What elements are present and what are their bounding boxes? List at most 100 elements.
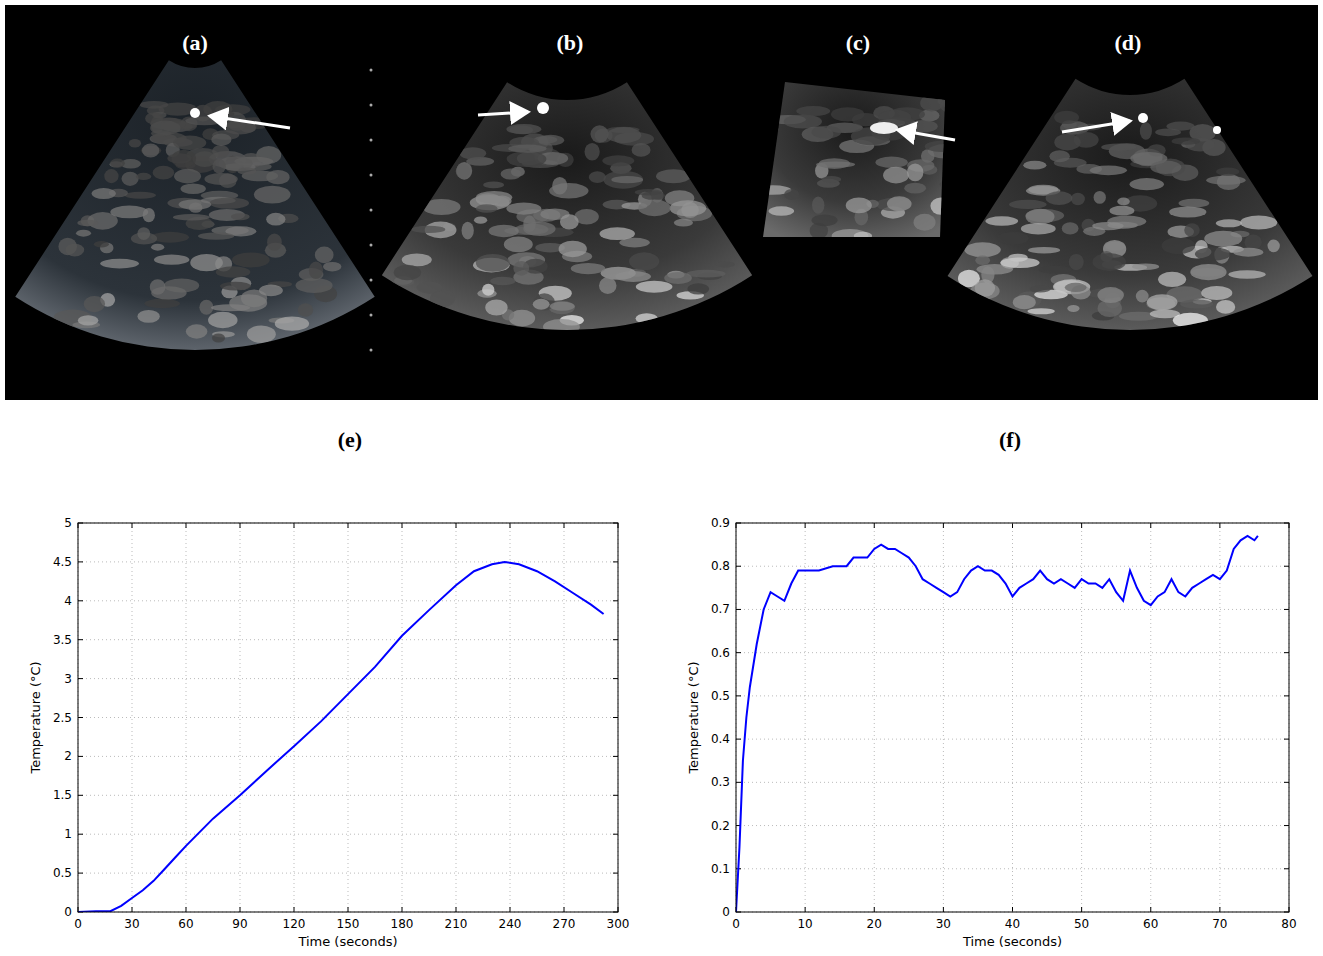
speckle [94,241,109,248]
image-c [702,82,1006,243]
panel-label: (b) [557,30,584,55]
tick-label: 0.6 [711,646,730,660]
speckle [506,203,541,215]
speckle [110,159,125,168]
axis-title: Temperature (°C) [28,661,43,774]
speckle [887,196,912,211]
tick [1219,907,1220,912]
panel-label: (a) [182,30,208,55]
grid-line [1081,523,1082,912]
tick-label: 240 [499,917,522,931]
tick-label: 10 [797,917,812,931]
chart-title: (f) [999,427,1021,452]
grid-line [736,739,1289,740]
speckle [216,266,251,277]
tick [510,523,511,528]
speckle [476,204,498,213]
tick [240,523,241,528]
tick-label: 0.7 [711,602,730,616]
speckle-group [702,93,1006,243]
grid-line [1150,523,1151,912]
tick [78,834,83,835]
tick [736,739,741,740]
speckle [985,216,1018,226]
speckle [482,284,494,296]
speckle [231,213,250,220]
speckle [190,254,223,271]
tick [1150,523,1151,528]
speckle [266,213,285,226]
speckle [1054,111,1079,124]
speckle [1094,191,1106,204]
speckle [208,312,238,329]
speckle [590,125,608,143]
speckle [1028,308,1055,314]
speckle [611,176,643,183]
speckle [1069,254,1084,270]
speckle [1191,268,1224,277]
speckle [1101,143,1136,151]
speckle [747,123,769,132]
tick-label: 0 [74,917,82,931]
tick [943,523,944,528]
speckle [137,310,159,323]
speckle [459,147,486,159]
speckle [1090,166,1127,176]
bright-spot [190,108,200,118]
speckle [1216,168,1239,176]
bright-spot [1138,113,1148,123]
tick [78,600,83,601]
speckle [1021,223,1056,235]
speckle [632,143,651,157]
tick [1284,739,1289,740]
speckle-group [958,111,1280,328]
speckle [744,122,779,137]
speckle [323,262,341,272]
speckle [656,169,691,183]
arrow [478,112,528,115]
tick [613,873,618,874]
speckle [136,173,151,180]
chart-title: (e) [338,427,362,452]
speckle [1204,231,1242,247]
speckle [1162,237,1195,254]
grid-line [736,825,1289,826]
speckle [125,192,156,199]
axis-title: Time (seconds) [962,934,1062,949]
speckle [1071,193,1085,205]
arrow [898,130,955,140]
speckle [153,166,175,180]
tick [805,907,806,912]
tick [613,561,618,562]
tick [1284,868,1289,869]
speckle [144,299,179,309]
tick-label: 90 [232,917,247,931]
speckle [485,299,507,315]
grid-line [456,523,457,912]
speckle [560,214,579,229]
speckle [84,296,105,312]
tick-label: 0.5 [711,689,730,703]
tick [78,717,83,718]
tick-label: 70 [1212,917,1227,931]
speckle [909,120,938,132]
ultrasound-sector [15,60,374,350]
speckle [1216,219,1242,227]
speckle [940,180,962,189]
speckle [150,279,166,294]
tick [613,834,618,835]
chart: (f)0102030405060708000.10.20.30.40.50.60… [686,427,1297,949]
speckle [151,244,164,251]
speckle [784,189,799,200]
speckle [585,143,600,161]
speckle [1216,300,1235,314]
speckle [232,252,270,267]
speckle [402,253,432,266]
speckle [914,214,936,231]
speckle [110,205,148,218]
speckle [422,199,460,215]
speckle [552,177,567,195]
tick [294,907,295,912]
tick [613,717,618,718]
grid-line [78,561,618,562]
